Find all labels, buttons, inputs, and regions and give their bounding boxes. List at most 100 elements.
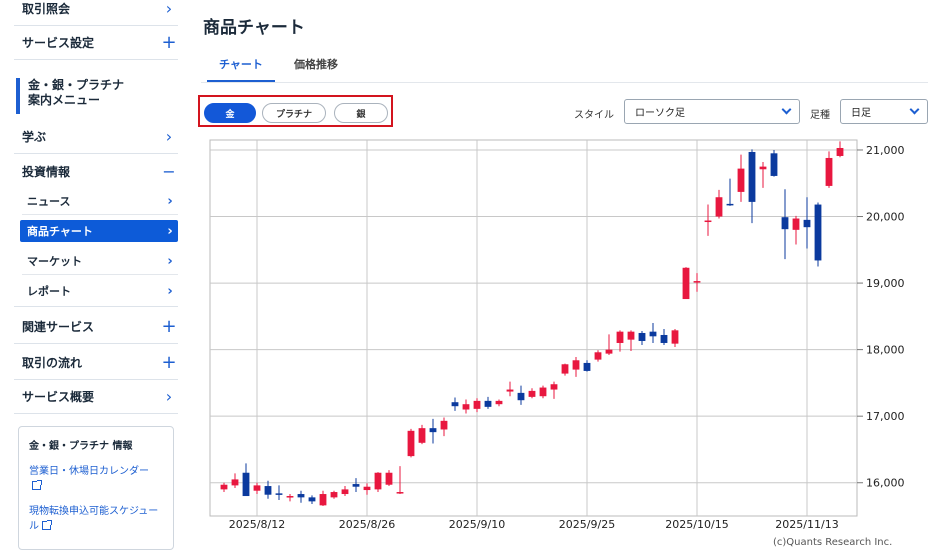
- metal-platinum-button[interactable]: プラチナ: [262, 103, 326, 123]
- tab-label: 価格推移: [294, 58, 338, 71]
- sidebar-item-label: 関連サービス: [22, 320, 95, 334]
- sidebar-item-investment-info[interactable]: 投資情報 −: [14, 154, 178, 188]
- plus-icon: +: [161, 32, 177, 53]
- section-heading-line1: 金・銀・プラチナ: [28, 78, 125, 92]
- candle-body: [528, 390, 536, 397]
- chevron-right-icon: ›: [165, 387, 173, 406]
- metal-gold-button[interactable]: 金: [204, 103, 256, 123]
- metal-selector: 金 プラチナ 銀: [198, 95, 393, 127]
- candle-body: [814, 204, 822, 261]
- interval-label: 足種: [810, 110, 830, 121]
- calendar-link[interactable]: 営業日・休場日カレンダー: [29, 464, 163, 494]
- sidebar-item-label: サービス概要: [22, 390, 95, 404]
- plus-icon: +: [161, 352, 177, 373]
- metal-silver-button[interactable]: 銀: [334, 103, 388, 123]
- style-select-value: ローソク足: [635, 108, 685, 119]
- candle-body: [484, 400, 492, 407]
- chart-credit: (c)Quants Research Inc.: [773, 537, 893, 548]
- plus-icon: +: [161, 316, 177, 337]
- metal-label: プラチナ: [275, 109, 312, 120]
- candle-body: [374, 472, 382, 490]
- candle-body: [253, 485, 261, 491]
- conversion-schedule-link[interactable]: 現物転換申込可能スケジュール: [29, 504, 163, 534]
- info-box: 金・銀・プラチナ 情報 営業日・休場日カレンダー 現物転換申込可能スケジュール: [18, 426, 174, 550]
- candle-body: [781, 217, 789, 230]
- candle-body: [429, 428, 437, 433]
- candle-body: [451, 402, 459, 407]
- x-tick-label: 2025/8/12: [229, 518, 285, 531]
- sidebar-sub-item-news[interactable]: ニュース ›: [20, 190, 178, 212]
- chevron-right-icon: ›: [167, 283, 173, 299]
- candle-body: [462, 404, 470, 410]
- divider: [14, 306, 178, 307]
- tab-label: チャート: [219, 58, 263, 71]
- candle-body: [473, 400, 481, 409]
- candle-body: [649, 331, 657, 337]
- sidebar-item-label: 取引の流れ: [22, 356, 83, 370]
- candle-body: [495, 400, 503, 405]
- y-tick-label: 20,000: [866, 211, 905, 224]
- x-tick-label: 2025/8/26: [339, 518, 395, 531]
- sidebar-item-service-overview[interactable]: サービス概要 ›: [14, 380, 178, 414]
- candle-body: [660, 334, 668, 343]
- tab-price-history[interactable]: 価格推移: [294, 56, 338, 82]
- sidebar-sub-item-label: 商品チャート: [27, 225, 93, 238]
- sidebar-item-learn[interactable]: 学ぶ ›: [14, 120, 178, 154]
- candle-body: [737, 168, 745, 192]
- candle-body: [715, 197, 723, 217]
- sidebar-item-label: 取引照会: [22, 2, 71, 16]
- sidebar-sub-item-label: マーケット: [27, 255, 82, 268]
- candle-body: [682, 267, 690, 300]
- candle-body: [407, 430, 415, 457]
- candle-body: [440, 420, 448, 430]
- interval-select[interactable]: 日足: [840, 99, 928, 124]
- candle-body: [693, 281, 701, 283]
- sidebar-item-service-settings[interactable]: サービス設定 +: [14, 26, 178, 60]
- minus-icon: −: [162, 161, 176, 181]
- candle-body: [561, 364, 569, 374]
- tab-chart[interactable]: チャート: [207, 56, 275, 82]
- candle-body: [396, 492, 404, 494]
- candle-body: [341, 489, 349, 495]
- x-tick-label: 2025/11/13: [775, 518, 838, 531]
- sidebar-item-label: サービス設定: [22, 36, 95, 50]
- candle-body: [363, 486, 371, 491]
- candle-body: [539, 387, 547, 397]
- candle-body: [803, 219, 811, 228]
- y-tick-label: 18,000: [866, 344, 905, 357]
- info-box-title: 金・銀・プラチナ 情報: [29, 441, 133, 452]
- style-select[interactable]: ローソク足: [624, 99, 800, 124]
- candle-body: [616, 331, 624, 343]
- section-heading-line2: 案内メニュー: [28, 93, 101, 107]
- y-tick-label: 19,000: [866, 277, 905, 290]
- sidebar-item-trade-inquiry[interactable]: 取引照会 ›: [14, 0, 178, 26]
- sidebar: 取引照会 › サービス設定 + 金・銀・プラチナ 案内メニュー 学ぶ › 投資情…: [0, 0, 184, 555]
- candle-body: [418, 428, 426, 443]
- candle-body: [297, 494, 305, 498]
- y-tick-label: 21,000: [866, 144, 905, 157]
- page-title: 商品チャート: [203, 18, 305, 38]
- candle-body: [550, 384, 558, 390]
- candle-body: [759, 166, 767, 170]
- sidebar-item-related-services[interactable]: 関連サービス +: [14, 310, 178, 344]
- metal-label: 銀: [356, 109, 366, 120]
- sidebar-item-label: 学ぶ: [22, 130, 47, 144]
- candle-body: [506, 389, 514, 392]
- sidebar-sub-item-commodity-chart[interactable]: 商品チャート ›: [20, 220, 178, 242]
- tab-bar-divider: [201, 82, 928, 83]
- sidebar-sub-item-report[interactable]: レポート ›: [20, 280, 178, 302]
- sidebar-sub-item-market[interactable]: マーケット ›: [20, 250, 178, 272]
- chevron-right-icon: ›: [165, 127, 173, 146]
- candle-body: [671, 330, 679, 344]
- candle-body: [286, 496, 294, 498]
- candle-body: [220, 484, 228, 490]
- sidebar-item-label: 投資情報: [22, 164, 71, 179]
- candle-body: [572, 360, 580, 370]
- interval-select-value: 日足: [851, 108, 871, 119]
- candle-body: [638, 332, 646, 341]
- candle-body: [264, 486, 272, 495]
- external-link-icon: [32, 480, 42, 490]
- sidebar-item-trade-flow[interactable]: 取引の流れ +: [14, 346, 178, 380]
- x-tick-label: 2025/9/25: [559, 518, 615, 531]
